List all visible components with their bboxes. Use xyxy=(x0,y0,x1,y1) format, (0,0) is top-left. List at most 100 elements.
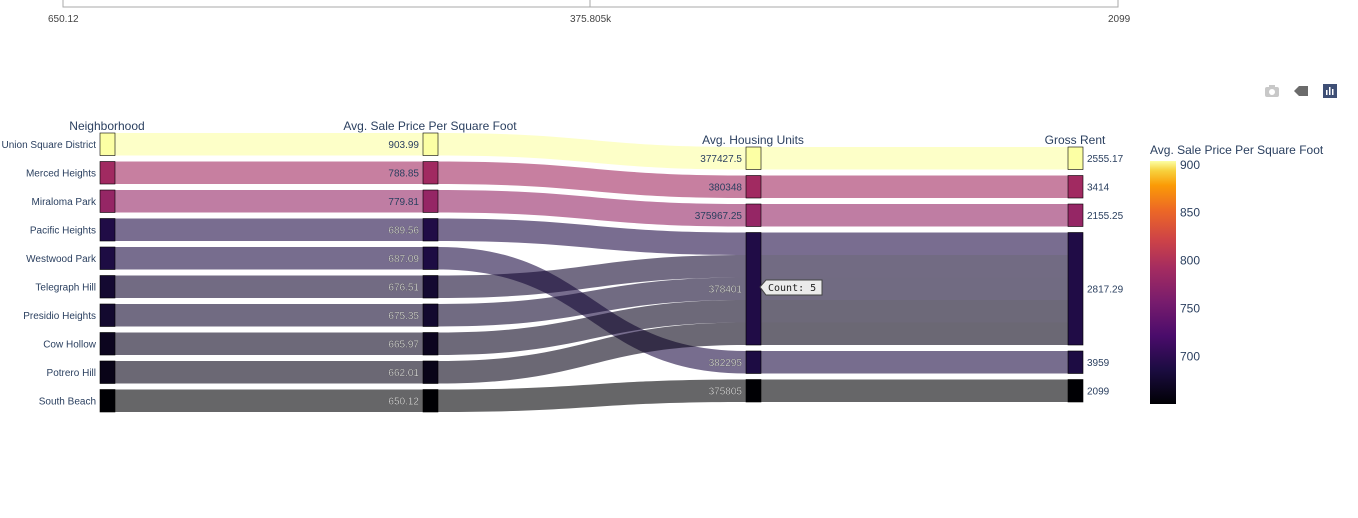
colorbar-ticks: 700 750 800 850 900 xyxy=(1180,158,1200,363)
camera-icon[interactable] xyxy=(1265,85,1279,97)
category-bar-neighborhood-union-square-district[interactable] xyxy=(99,132,116,156)
category-label-gross-rent-2817-29: 2817.29 xyxy=(1087,284,1124,295)
category-bar-avg-housing-units-380348[interactable] xyxy=(745,175,762,199)
ribbon-miraloma-park-seg1[interactable] xyxy=(115,190,423,213)
category-label-neighborhood-westwood-park: Westwood Park xyxy=(26,254,97,265)
ribbon-merced-heights-seg1[interactable] xyxy=(115,161,423,185)
category-bar-avg-sale-price-per-square-foot-903-99[interactable] xyxy=(422,132,439,156)
category-bar-gross-rent-2155-25[interactable] xyxy=(1067,203,1084,227)
ribbon-cow-hollow-seg2[interactable] xyxy=(438,300,746,355)
category-label-neighborhood-pacific-heights: Pacific Heights xyxy=(30,225,96,236)
category-label-avg-sale-price-per-square-foot-665-97: 665.97 xyxy=(388,339,419,350)
category-bar-avg-housing-units-375805[interactable] xyxy=(745,379,762,403)
category-label-avg-sale-price-per-square-foot-689-56: 689.56 xyxy=(388,225,419,236)
category-label-neighborhood-presidio-heights: Presidio Heights xyxy=(23,311,96,322)
ribbon-merced-heights-seg2[interactable] xyxy=(438,161,746,199)
ribbon-telegraph-hill-seg1[interactable] xyxy=(115,275,423,299)
category-bar-gross-rent-3959[interactable] xyxy=(1067,350,1084,374)
ribbon-union-square-district-seg2[interactable] xyxy=(438,133,746,170)
ribbon-presidio-heights-seg1[interactable] xyxy=(115,304,423,327)
ribbon-south-beach-seg3[interactable] xyxy=(761,379,1068,403)
ribbon-potrero-hill-seg3[interactable] xyxy=(761,322,1068,346)
category-label-neighborhood-south-beach: South Beach xyxy=(39,396,96,407)
category-bar-avg-sale-price-per-square-foot-662-01[interactable] xyxy=(422,360,439,384)
category-label-avg-sale-price-per-square-foot-687-09: 687.09 xyxy=(388,254,419,265)
category-label-neighborhood-merced-heights: Merced Heights xyxy=(26,168,96,179)
category-bars-layer xyxy=(99,132,1084,413)
category-bar-avg-sale-price-per-square-foot-675-35[interactable] xyxy=(422,303,439,327)
category-bar-avg-sale-price-per-square-foot-689-56[interactable] xyxy=(422,218,439,242)
category-bar-avg-housing-units-378401[interactable] xyxy=(745,232,762,346)
category-label-neighborhood-telegraph-hill: Telegraph Hill xyxy=(35,282,96,293)
category-label-avg-housing-units-375805: 375805 xyxy=(709,386,743,397)
category-bar-gross-rent-2099[interactable] xyxy=(1067,379,1084,403)
ribbon-pacific-heights-seg1[interactable] xyxy=(115,218,423,242)
category-bar-neighborhood-presidio-heights[interactable] xyxy=(99,303,116,327)
ribbon-pacific-heights-seg2[interactable] xyxy=(438,218,746,256)
dimension-title-price: Avg. Sale Price Per Square Foot xyxy=(343,119,517,133)
ribbon-presidio-heights-seg2[interactable] xyxy=(438,277,746,327)
ribbon-south-beach-seg1[interactable] xyxy=(115,389,423,413)
category-label-gross-rent-2555-17: 2555.17 xyxy=(1087,154,1124,165)
ribbon-presidio-heights-seg3[interactable] xyxy=(761,277,1068,301)
category-bar-neighborhood-south-beach[interactable] xyxy=(99,389,116,413)
ribbon-union-square-district-seg1[interactable] xyxy=(115,133,423,156)
colorbar-tick-900: 900 xyxy=(1180,158,1200,172)
category-label-gross-rent-2099: 2099 xyxy=(1087,386,1110,397)
ribbon-union-square-district-seg3[interactable] xyxy=(761,147,1068,170)
category-bar-neighborhood-pacific-heights[interactable] xyxy=(99,218,116,242)
category-label-avg-sale-price-per-square-foot-676-51: 676.51 xyxy=(388,282,419,293)
category-bar-gross-rent-3414[interactable] xyxy=(1067,175,1084,199)
category-bar-avg-sale-price-per-square-foot-665-97[interactable] xyxy=(422,332,439,356)
category-label-avg-sale-price-per-square-foot-662-01: 662.01 xyxy=(388,368,419,379)
category-bar-avg-sale-price-per-square-foot-650-12[interactable] xyxy=(422,389,439,413)
ribbon-miraloma-park-seg3[interactable] xyxy=(761,204,1068,227)
category-label-avg-housing-units-378401: 378401 xyxy=(709,284,743,295)
ribbon-pacific-heights-seg3[interactable] xyxy=(761,232,1068,256)
category-bar-avg-sale-price-per-square-foot-676-51[interactable] xyxy=(422,275,439,299)
category-bar-gross-rent-2555-17[interactable] xyxy=(1067,146,1084,170)
category-bar-neighborhood-merced-heights[interactable] xyxy=(99,161,116,185)
top-axis-tick-left: 650.12 xyxy=(48,14,79,25)
ribbon-cow-hollow-seg1[interactable] xyxy=(115,332,423,356)
category-bar-neighborhood-potrero-hill[interactable] xyxy=(99,360,116,384)
dimension-title-units: Avg. Housing Units xyxy=(702,133,804,147)
ribbon-westwood-park-seg3[interactable] xyxy=(761,351,1068,374)
category-bar-avg-sale-price-per-square-foot-687-09[interactable] xyxy=(422,246,439,270)
colorbar-tick-750: 750 xyxy=(1180,301,1200,315)
ribbon-cow-hollow-seg3[interactable] xyxy=(761,300,1068,323)
category-label-gross-rent-3959: 3959 xyxy=(1087,358,1110,369)
ribbon-merced-heights-seg3[interactable] xyxy=(761,175,1068,199)
category-bar-avg-sale-price-per-square-foot-788-85[interactable] xyxy=(422,161,439,185)
category-label-avg-housing-units-382295: 382295 xyxy=(709,358,743,369)
category-bar-avg-housing-units-377427-5[interactable] xyxy=(745,146,762,170)
category-bar-neighborhood-westwood-park[interactable] xyxy=(99,246,116,270)
category-label-avg-sale-price-per-square-foot-675-35: 675.35 xyxy=(388,311,419,322)
category-bar-avg-housing-units-382295[interactable] xyxy=(745,350,762,374)
ribbon-miraloma-park-seg2[interactable] xyxy=(438,190,746,227)
hover-tooltip: Count: 5 xyxy=(759,279,823,296)
ribbon-south-beach-seg2[interactable] xyxy=(438,379,746,413)
category-bar-neighborhood-cow-hollow[interactable] xyxy=(99,332,116,356)
category-bar-neighborhood-telegraph-hill[interactable] xyxy=(99,275,116,299)
home-reset-icon[interactable] xyxy=(1294,86,1308,96)
ribbon-potrero-hill-seg1[interactable] xyxy=(115,361,423,384)
category-bar-avg-housing-units-375967-25[interactable] xyxy=(745,203,762,227)
colorbar-tick-700: 700 xyxy=(1180,349,1200,363)
ribbon-telegraph-hill-seg3[interactable] xyxy=(761,255,1068,278)
colorbar: Avg. Sale Price Per Square Foot 700 750 80… xyxy=(1150,143,1324,404)
category-bar-neighborhood-miraloma-park[interactable] xyxy=(99,189,116,213)
top-axis-tick-right: 2099 xyxy=(1108,14,1131,25)
category-bar-avg-sale-price-per-square-foot-779-81[interactable] xyxy=(422,189,439,213)
ribbon-telegraph-hill-seg2[interactable] xyxy=(438,255,746,298)
category-label-avg-sale-price-per-square-foot-788-85: 788.85 xyxy=(388,168,419,179)
category-bar-gross-rent-2817-29[interactable] xyxy=(1067,232,1084,346)
dimension-title-neighborhood: Neighborhood xyxy=(69,119,144,133)
plotly-logo-icon[interactable] xyxy=(1323,84,1337,98)
ribbon-westwood-park-seg1[interactable] xyxy=(115,247,423,270)
category-label-avg-sale-price-per-square-foot-650-12: 650.12 xyxy=(388,396,419,407)
top-axis-tick-mid: 375.805k xyxy=(570,14,612,25)
ribbon-potrero-hill-seg2[interactable] xyxy=(438,322,746,384)
ribbons-layer xyxy=(115,133,1068,412)
